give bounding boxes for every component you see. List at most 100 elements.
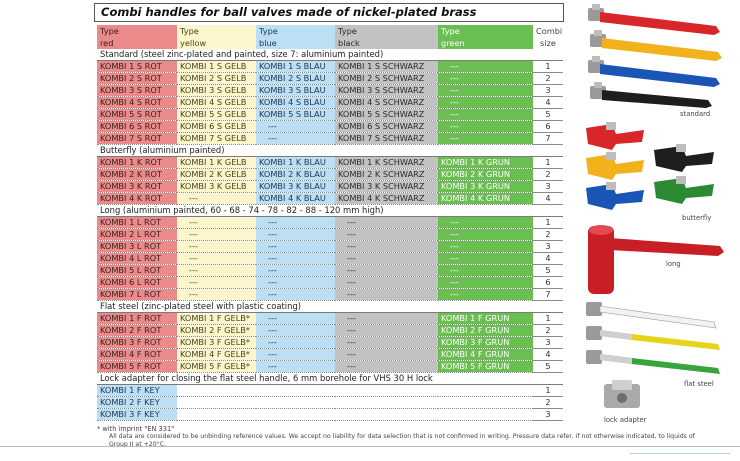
cell-green: --- [438,72,533,86]
section-header: Flat steel (zinc-plated steel with plast… [97,300,563,314]
cell-blue: --- [256,228,335,242]
cell-black: --- [335,288,438,302]
cell-yellow: KOMBI 1 S GELB [177,60,256,74]
header-yellow-type: Type [177,25,256,37]
product-photos: standard butterfly long [578,0,740,440]
section-title: Butterfly (aluminium painted) [97,144,563,158]
cell-red: KOMBI 3 S ROT [97,84,177,98]
cell-size: 4 [533,192,563,206]
cell-yellow: KOMBI 3 F GELB* [177,336,256,350]
table-row: KOMBI 6 S ROT KOMBI 6 S GELB --- KOMBI 6 S … [97,120,563,134]
cell-yellow: KOMBI 4 S GELB [177,96,256,110]
cell-green: --- [438,60,533,74]
caption-lock-adapter: lock adapter [604,416,647,424]
product-table: Type Type Type Type Type Combi red yello… [97,25,563,422]
cell-yellow: KOMBI 6 S GELB [177,120,256,134]
cell-black: --- [335,252,438,266]
cell-green: KOMBI 5 F GRUN [438,360,533,374]
cell-size: 2 [533,72,563,86]
caption-butterfly: butterfly [682,214,712,222]
cell-size: 3 [533,336,563,350]
cell-blue: --- [256,240,335,254]
cell-size: 2 [533,396,563,410]
cell-yellow: --- [177,192,256,206]
section-title: Flat steel (zinc-plated steel with plast… [97,300,563,314]
footer-divider [0,446,740,447]
section-title: Lock adapter for closing the flat steel … [97,372,563,386]
cell-red: KOMBI 4 L ROT [97,252,177,266]
cell-black: KOMBI 4 K SCHWARZ [335,192,438,206]
cell-size: 4 [533,348,563,362]
cell-red: KOMBI 3 F ROT [97,336,177,350]
cell-size: 6 [533,276,563,290]
cell-size: 2 [533,168,563,182]
cell-red: KOMBI 5 S ROT [97,108,177,122]
section-header: Long (aluminium painted, 60 - 68 - 74 - … [97,204,563,218]
cell-blue: KOMBI 1 S BLAU [256,60,335,74]
cell-green: --- [438,264,533,278]
table-row: KOMBI 1 F ROT KOMBI 1 F GELB* --- --- KOMBI … [97,312,563,326]
cell-black: --- [335,240,438,254]
table-row: KOMBI 1 F KEY 1 [97,384,563,398]
cell-red: KOMBI 1 F ROT [97,312,177,326]
cell-blue: --- [256,264,335,278]
flat-steel-handles-photo [586,302,720,374]
cell-blue: --- [256,336,335,350]
cell-size: 1 [533,312,563,326]
cell-red: KOMBI 3 K ROT [97,180,177,194]
cell-blue: --- [256,288,335,302]
cell-red: KOMBI 6 S ROT [97,120,177,134]
header-size-label: size [533,37,563,49]
cell-black: KOMBI 1 K SCHWARZ [335,156,438,170]
butterfly-black-handle [654,144,714,172]
section-title: Long (aluminium painted, 60 - 68 - 74 - … [97,204,563,218]
caption-standard: standard [680,110,711,118]
cell-black: --- [335,216,438,230]
table-row: KOMBI 2 L ROT --- --- --- --- 2 [97,228,563,242]
cell-size: 2 [533,324,563,338]
cell-black: KOMBI 3 S SCHWARZ [335,84,438,98]
table-row: KOMBI 4 F ROT KOMBI 4 F GELB* --- --- KOMBI … [97,348,563,362]
disclaimer-footnote: All data are considered to be unbinding … [109,433,695,448]
cell-green: --- [438,132,533,146]
cell-empty [177,396,533,410]
cell-blue: --- [256,132,335,146]
cell-black: KOMBI 4 S SCHWARZ [335,96,438,110]
cell-size: 5 [533,108,563,122]
imprint-footnote: * with imprint "EN 331" [97,425,175,433]
table-row: KOMBI 3 S ROT KOMBI 3 S GELB KOMBI 3 S BLA… [97,84,563,98]
header-yellow-label: yellow [177,37,256,49]
section-title: Standard (steel zinc-plated and painted,… [97,49,563,62]
cell-blue: KOMBI 4 S BLAU [256,96,335,110]
cell-black: KOMBI 3 K SCHWARZ [335,180,438,194]
header-black-type: Type [335,25,438,37]
cell-red: KOMBI 1 L ROT [97,216,177,230]
section-header: Lock adapter for closing the flat steel … [97,372,563,386]
cell-yellow: --- [177,288,256,302]
cell-red: KOMBI 5 L ROT [97,264,177,278]
cell-size: 1 [533,156,563,170]
cell-black: --- [335,264,438,278]
cell-red: KOMBI 3 L ROT [97,240,177,254]
cell-blue: KOMBI 5 S BLAU [256,108,335,122]
cell-green: KOMBI 3 F GRUN [438,336,533,350]
cell-size: 7 [533,288,563,302]
cell-red: KOMBI 2 L ROT [97,228,177,242]
flat-steel-yellow-handle [586,326,720,350]
cell-yellow: --- [177,264,256,278]
cell-green: KOMBI 4 K GRUN [438,192,533,206]
cell-size: 1 [533,384,563,398]
cell-green: KOMBI 3 K GRUN [438,180,533,194]
page-title: Combi handles for ball valves made of ni… [101,5,477,19]
cell-blue: --- [256,324,335,338]
cell-green: KOMBI 2 K GRUN [438,168,533,182]
cell-blue: --- [256,360,335,374]
cell-black: --- [335,324,438,338]
table-row: KOMBI 2 F KEY 2 [97,396,563,410]
cell-blue: --- [256,252,335,266]
cell-blue: --- [256,312,335,326]
header-green-type: Type [438,25,533,37]
footnotes: * with imprint "EN 331" All data are con… [97,425,697,449]
cell-size: 1 [533,216,563,230]
cell-red: KOMBI 2 F ROT [97,324,177,338]
